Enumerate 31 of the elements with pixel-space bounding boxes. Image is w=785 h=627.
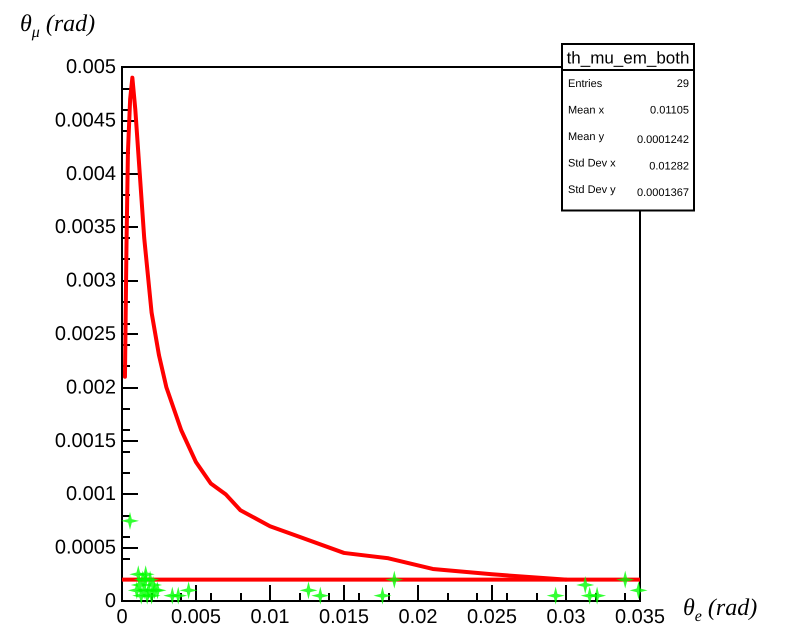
annotation: Mean x [568, 104, 605, 116]
x-tick-label: 0.035 [614, 606, 666, 627]
annotation: Std Dev y [568, 184, 616, 196]
annotation: Entries [568, 78, 603, 90]
annotation: 0.0001367 [637, 187, 689, 199]
x-tick-label: 0.025 [466, 606, 518, 627]
x-tick-label: 0.01 [250, 606, 290, 627]
text: 0.01282 [649, 160, 689, 172]
y-tick-label: 0.0015 [54, 430, 116, 452]
y-tick-label: 0.0005 [54, 536, 116, 559]
y-tick-label: 0.0045 [54, 109, 116, 132]
y-tick-label: 0.005 [66, 56, 116, 78]
y-axis-title: θ$_{μ}$ (rad) [20, 11, 96, 41]
y-tick-label: 0.004 [66, 162, 116, 185]
y-tick-label: 0.001 [66, 483, 116, 506]
x-tick-label: 0.015 [318, 606, 370, 627]
annotation: Std Dev x [568, 158, 616, 170]
y-tick-label: 0.0035 [54, 216, 116, 238]
annotation: Mean y [568, 131, 605, 143]
annotation: 0.0001242 [637, 134, 689, 146]
text: 0.01105 [650, 104, 689, 116]
y-tick-label: 0.003 [66, 270, 116, 292]
x-tick-label: 0.03 [546, 606, 586, 627]
y-tick-label: 0.0025 [54, 323, 116, 345]
x-tick-label: 0.005 [170, 606, 222, 627]
y-tick-label: 0.002 [66, 376, 116, 398]
text: 29 [676, 78, 689, 90]
y-tick-label: 0 [104, 590, 116, 612]
x-axis-title: θ$_{e}$ (rad) [683, 595, 758, 625]
x-tick-label: 0.02 [398, 606, 438, 627]
chart-title: th_mu_em_both [566, 48, 690, 68]
